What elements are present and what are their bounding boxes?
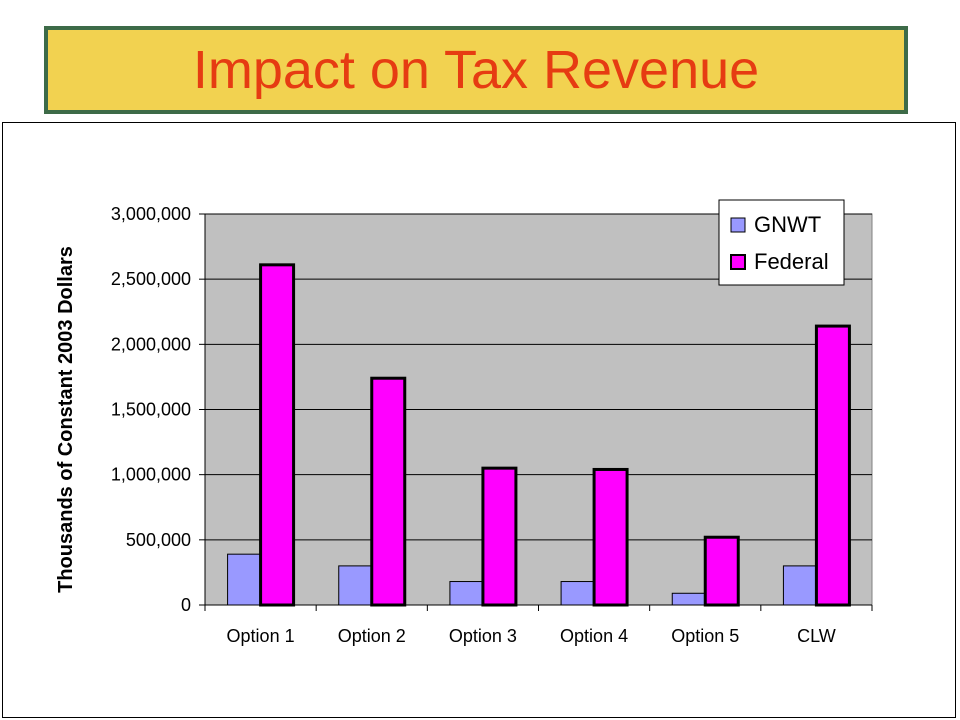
y-tick-labels: 0 500,000 1,000,000 1,500,000 2,000,000 2,500… — [111, 204, 191, 615]
y-tick-label: 500,000 — [126, 530, 191, 550]
title-banner: Impact on Tax Revenue — [44, 26, 908, 114]
page-title: Impact on Tax Revenue — [192, 40, 760, 100]
legend: GNWT Federal — [718, 199, 845, 286]
x-tick-label: CLW — [797, 626, 836, 646]
bar-gnwt-clw — [782, 565, 817, 606]
x-tick-label: Option 4 — [560, 626, 628, 646]
legend-box — [718, 199, 845, 286]
axes — [199, 213, 873, 611]
bar-federal-option-3 — [481, 466, 518, 607]
legend-swatch-gnwt — [730, 217, 746, 233]
bar-federal-option-1 — [259, 263, 296, 607]
y-axis-label: Thousands of Constant 2003 Dollars — [55, 246, 77, 593]
y-tick-label: 1,000,000 — [111, 465, 191, 485]
x-tick-label: Option 5 — [671, 626, 739, 646]
legend-label-gnwt: GNWT — [754, 212, 821, 237]
x-tick-label: Option 2 — [338, 626, 406, 646]
y-tick-label: 2,000,000 — [111, 334, 191, 354]
x-tick-label: Option 3 — [449, 626, 517, 646]
legend-swatch-federal — [730, 254, 746, 270]
y-tick-label: 0 — [181, 595, 191, 615]
legend-label-federal: Federal — [754, 249, 829, 274]
bar-gnwt-option-4 — [560, 581, 595, 606]
y-tick-label: 1,500,000 — [111, 400, 191, 420]
bar-federal-option-2 — [370, 376, 407, 607]
bar-federal-clw — [814, 324, 851, 607]
bars — [227, 263, 851, 607]
bar-federal-option-5 — [703, 535, 740, 607]
y-tick-label: 3,000,000 — [111, 204, 191, 224]
x-tick-label: Option 1 — [227, 626, 295, 646]
bar-gnwt-option-1 — [227, 553, 262, 606]
bar-gnwt-option-5 — [671, 592, 706, 606]
x-tick-labels: Option 1 Option 2 Option 3 Option 4 Option 5… — [227, 626, 836, 646]
y-tick-label: 2,500,000 — [111, 269, 191, 289]
bar-gnwt-option-2 — [338, 565, 373, 606]
bar-federal-option-4 — [592, 467, 629, 607]
bar-gnwt-option-3 — [449, 581, 484, 606]
